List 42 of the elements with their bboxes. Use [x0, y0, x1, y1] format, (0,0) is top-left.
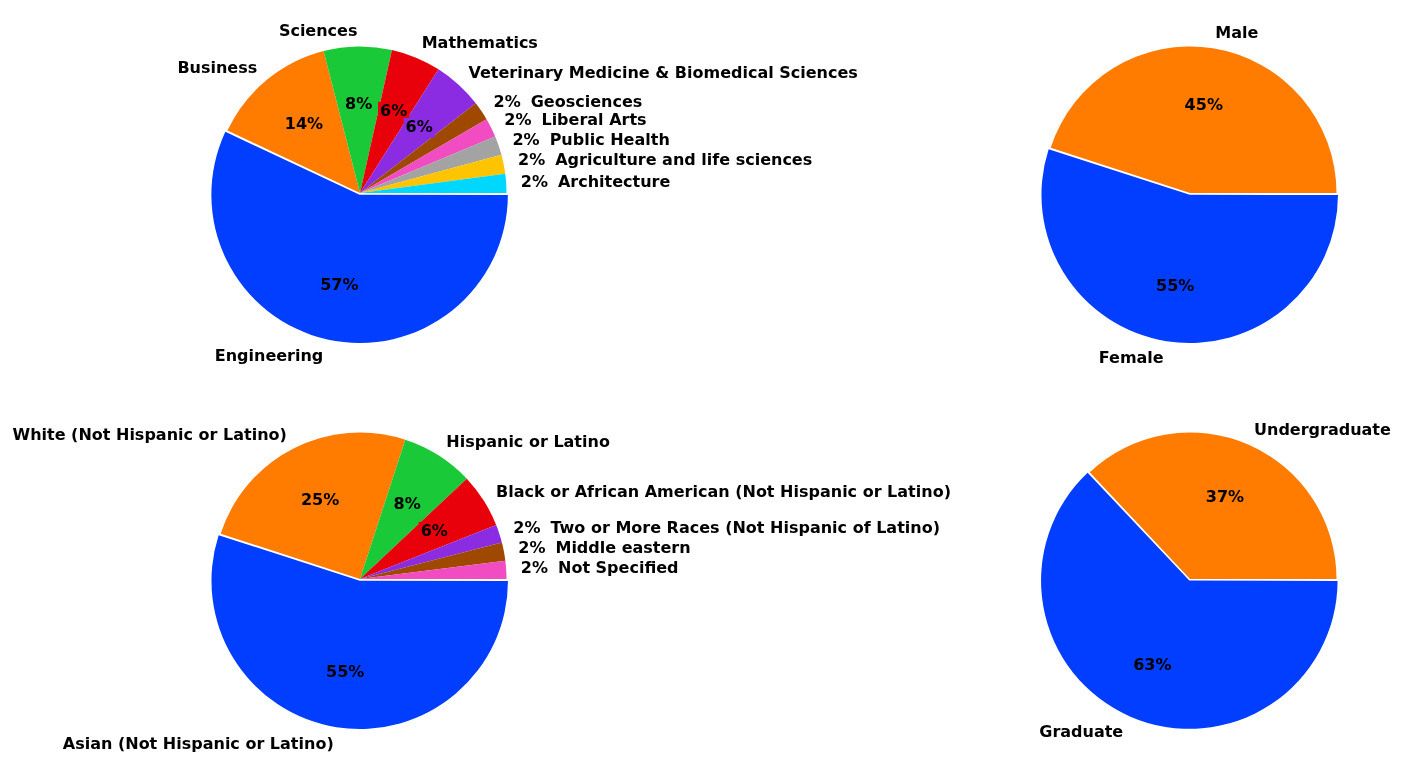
- slice-label: Engineering: [214, 346, 324, 366]
- slice-label: Female: [1098, 348, 1164, 368]
- slice-label: Undergraduate: [1254, 420, 1392, 440]
- data-label: 55%: [326, 661, 365, 681]
- data-label: 2%: [513, 518, 541, 538]
- data-label: 14%: [284, 114, 324, 134]
- data-label: 2%: [518, 150, 546, 170]
- slice-label: Male: [1215, 22, 1259, 42]
- data-label: 6%: [380, 100, 408, 120]
- slice-label: Geosciences: [530, 92, 643, 111]
- data-label: 8%: [345, 94, 373, 114]
- data-label: 2%: [520, 558, 548, 578]
- data-label: 45%: [1184, 95, 1223, 115]
- data-label: 37%: [1205, 487, 1245, 507]
- data-label: 2%: [493, 92, 521, 111]
- data-label: 2%: [520, 171, 548, 191]
- data-label: 2%: [518, 537, 546, 557]
- slice-label: Agriculture and life sciences: [555, 150, 813, 170]
- data-label: 55%: [1156, 275, 1195, 295]
- slice-label: Business: [177, 57, 258, 77]
- slice-label: Public Health: [549, 129, 670, 149]
- slice-label: Two or More Races (Not Hispanic of Latino): [550, 518, 940, 538]
- slice-label: Liberal Arts: [541, 110, 647, 130]
- data-label: 6%: [405, 117, 433, 137]
- data-label: 6%: [420, 521, 448, 541]
- data-label: 2%: [512, 129, 540, 149]
- slice-label: Architecture: [557, 171, 671, 191]
- slice-label: Mathematics: [421, 33, 538, 53]
- slice-label: Asian (Not Hispanic or Latino): [62, 734, 334, 754]
- slice-label: Graduate: [1039, 722, 1124, 742]
- data-label: 8%: [393, 493, 421, 513]
- data-label: 63%: [1133, 655, 1172, 675]
- slice-label: Hispanic or Latino: [446, 432, 610, 452]
- slice-label: Veterinary Medicine & Biomedical Sciences: [468, 62, 858, 82]
- data-label: 2%: [504, 110, 532, 130]
- slice-label: Middle eastern: [555, 537, 691, 557]
- slice-label: Not Specified: [558, 558, 679, 578]
- slice-label: White (Not Hispanic or Latino): [12, 424, 287, 444]
- data-label: 25%: [300, 489, 340, 509]
- data-label: 57%: [320, 274, 359, 294]
- slice-label: Black or African American (Not Hispanic or Latino): [496, 481, 951, 501]
- slice-label: Sciences: [278, 21, 358, 41]
